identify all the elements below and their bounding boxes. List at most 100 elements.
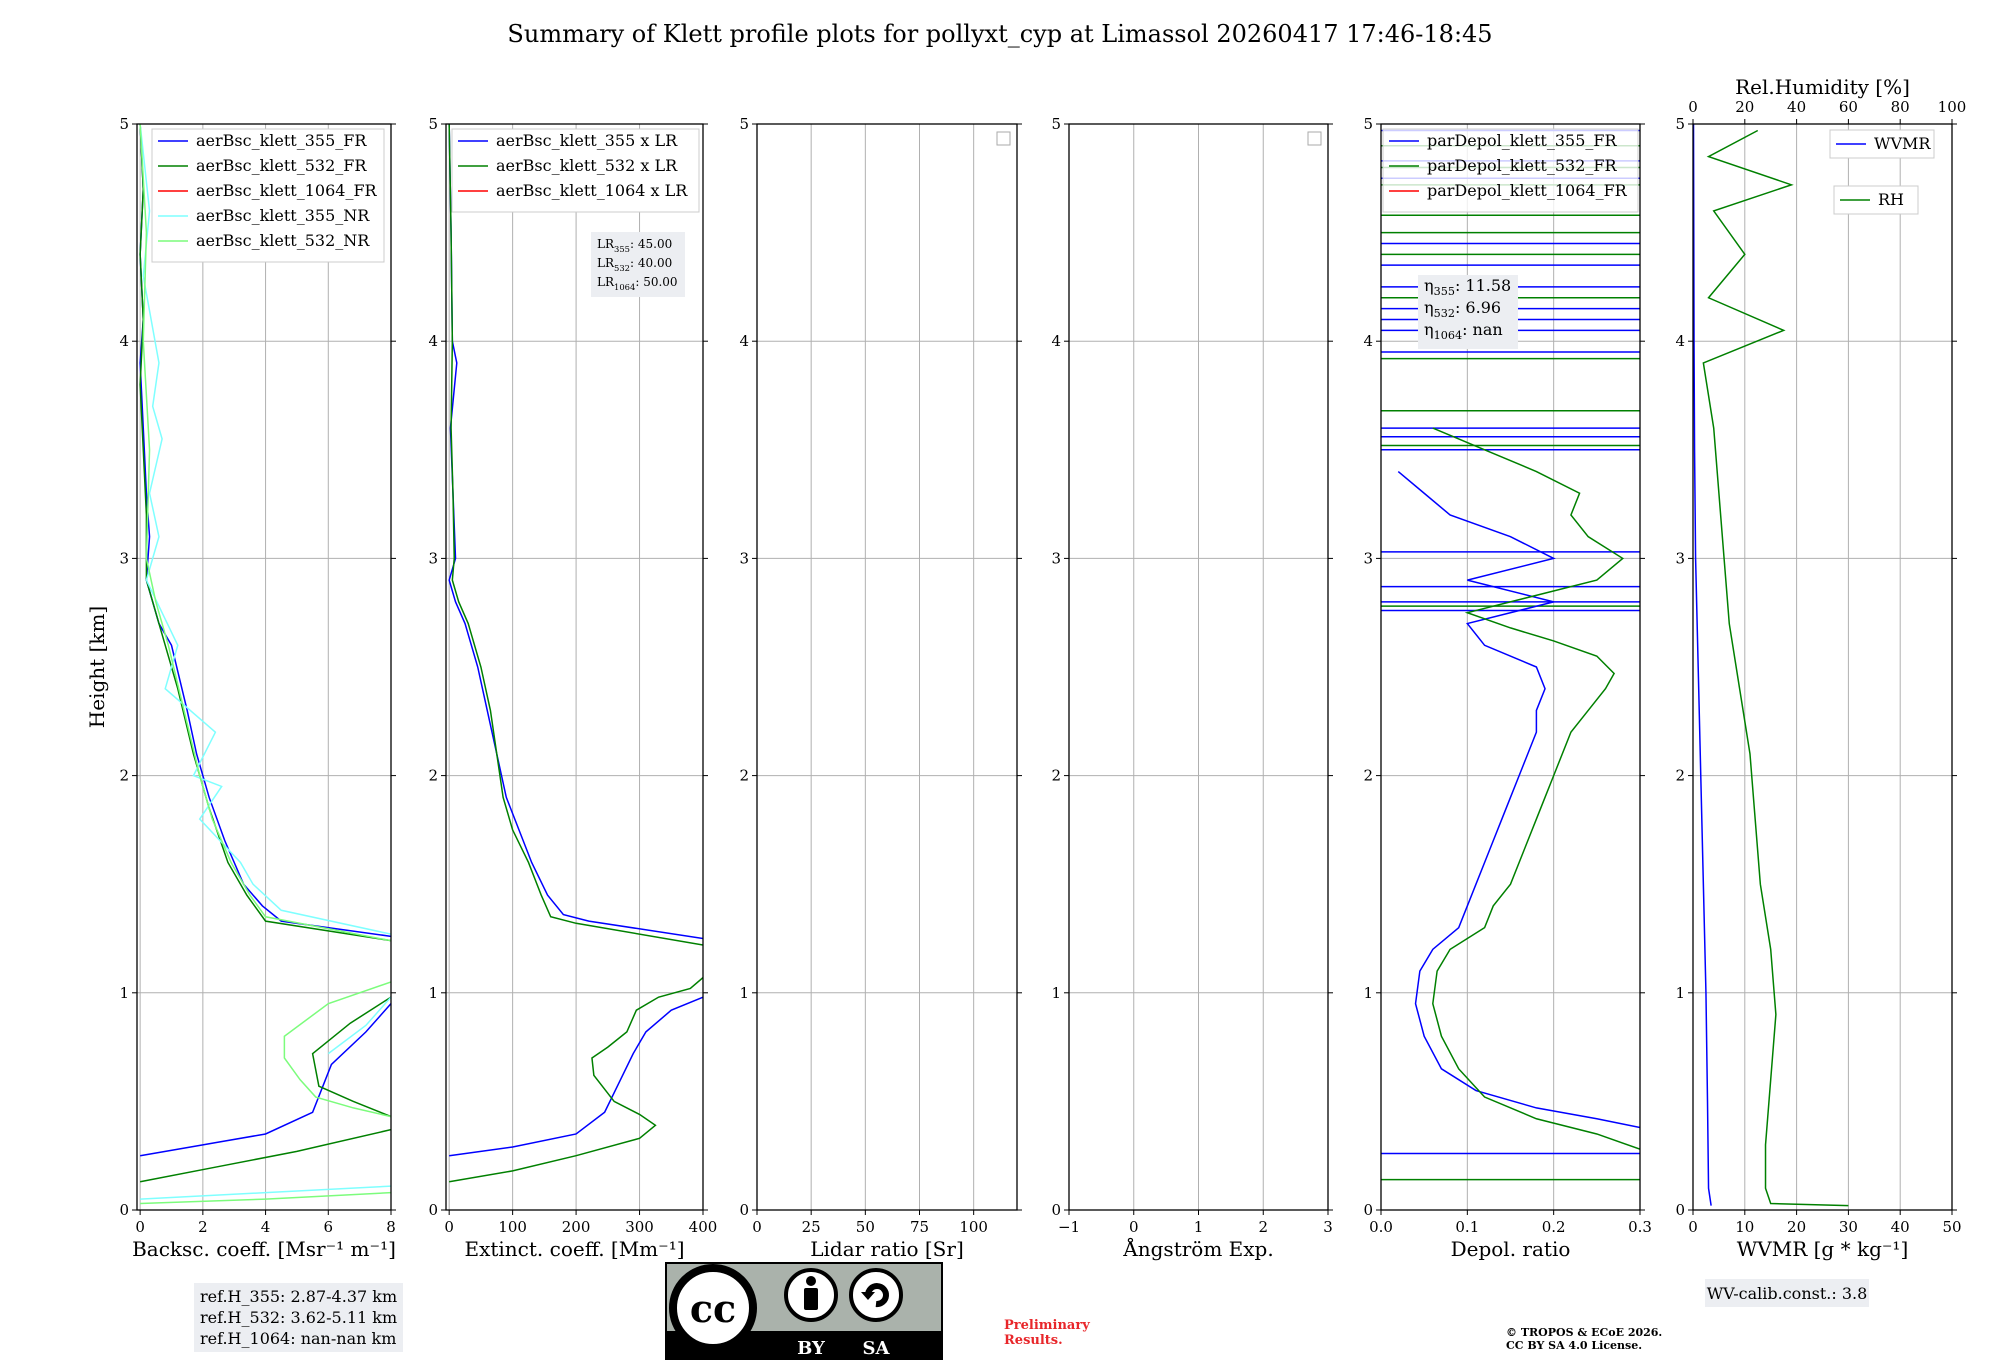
empty-legend-box [996,131,1011,146]
y-tick-label: 1 [739,984,749,1002]
annotation-line-part: 1064 [1434,329,1462,342]
share-alike-icon [849,1268,903,1322]
y-tick-label: 5 [428,115,438,133]
legend-label: aerBsc_klett_1064 x LR [496,181,688,200]
annotation-line: η1064: nan [1424,320,1503,342]
y-axis-label: Height [km] [85,606,109,728]
x-tick-label: 100 [498,1218,527,1236]
series-parDepol_klett_532_FR [1432,427,1640,1150]
panel-extinction: 0 100 200 300 400 0 1 2 3 4 5 Extinct. coeff. [Mm⁻¹… [428,115,717,1261]
legend-label: aerBsc_klett_532_NR [196,231,370,250]
x-tick-label: 25 [802,1218,821,1236]
panel-backscatter: 0 2 4 6 8 0 1 2 3 4 5 Backsc. coeff. [Msr⁻¹ m⁻¹] Hei… [85,115,396,1261]
x-tick-label: 0.3 [1628,1218,1652,1236]
y-tick-label: 5 [1051,115,1061,133]
y-tick-label: 3 [1051,549,1061,567]
x-tick-label: 50 [1942,1218,1961,1236]
x-tick-label: 0 [1129,1218,1139,1236]
y-tick-label: 1 [1051,984,1061,1002]
y-tick-label: 4 [428,332,438,350]
x-tick-label: 0 [752,1218,762,1236]
reference-heights-box: ref.H_355: 2.87-4.37 km ref.H_532: 3.62-… [194,1283,404,1352]
cc-license-badge: cc BY SA [665,1262,943,1360]
legend-box [1382,128,1639,213]
series-group [448,124,703,1183]
annotation-line: η355: 11.58 [1424,276,1511,298]
annotation-line-part: : 40.00 [630,256,672,270]
ref-height-1064: ref.H_1064: nan-nan km [200,1329,397,1348]
profile-segment [140,1003,391,1157]
preliminary-note: Preliminary Results. [1004,1318,1090,1348]
profile-segment [140,1185,391,1200]
annotation-line-part: 1064 [614,282,635,292]
copyright-line-2: CC BY SA 4.0 License. [1506,1339,1643,1352]
legend-label: parDepol_klett_1064_FR [1427,181,1628,200]
wv-calib-constant: WV-calib.const.: 3.8 [1707,1284,1868,1303]
series-group [139,124,391,1205]
legend-label: aerBsc_klett_532 x LR [496,156,678,175]
x-axis-label: Ångström Exp. [1122,1236,1273,1261]
y-tick-label: 0 [1363,1201,1373,1219]
annotation-line-part: η [1424,320,1434,339]
y-tick-label: 0 [739,1201,749,1219]
y-tick-label: 1 [1675,984,1685,1002]
annotation-line-part: : 45.00 [630,237,672,251]
axes-frame [136,123,392,1211]
panel-wvmr: 0 10 20 30 40 50 0 1 2 3 4 5 WVMR [g * kg⁻¹] 0 20 40 60 8… [1675,75,1966,1307]
preliminary-line-1: Preliminary [1004,1318,1090,1333]
y-tick-label: 2 [1675,767,1685,785]
empty-legend-box [1307,131,1322,146]
x-tick-label: 1 [1194,1218,1204,1236]
annotation-line-part: η [1424,276,1434,295]
copyright-note: © TROPOS & ECoE 2026. CC BY SA 4.0 Licen… [1506,1326,1662,1352]
legend-label: aerBsc_klett_355_NR [196,206,370,225]
profile-segment [139,1128,391,1183]
y-tick-label: 5 [1675,115,1685,133]
x2-tick-label: 20 [1735,98,1754,116]
legend-label: aerBsc_klett_355_FR [196,131,367,150]
y-tick-label: 4 [739,332,749,350]
series-WVMR [1693,124,1712,1206]
legend-label: parDepol_klett_532_FR [1427,156,1618,175]
x-axis-label: WVMR [g * kg⁻¹] [1737,1237,1909,1261]
y-tick-label: 2 [428,767,438,785]
series-aerBsc_klett_532_FR [139,124,391,942]
profile-segment [449,977,703,1183]
profile-segment [449,996,703,1157]
x-tick-label: 0 [135,1218,145,1236]
y-tick-label: 2 [1363,767,1373,785]
y-tick-label: 1 [119,984,129,1002]
x-tick-label: 3 [1323,1218,1333,1236]
annotation-line: η532: 6.96 [1424,298,1501,320]
x-tick-label: 0.0 [1369,1218,1393,1236]
x2-axis-label: Rel.Humidity [%] [1735,75,1910,99]
y-tick-label: 5 [1363,115,1373,133]
x-tick-label: 0.1 [1455,1218,1479,1236]
y-tick-label: 0 [1051,1201,1061,1219]
y-tick-label: 4 [119,332,129,350]
series-aerBsc_klett_532 x LR [448,124,703,946]
y-tick-label: 0 [1675,1201,1685,1219]
profile-segment [283,981,391,1118]
annotation-line-part: LR [597,237,615,251]
x-tick-label: 2 [198,1218,208,1236]
x-tick-label: 300 [625,1218,654,1236]
annotation-box [1705,1279,1869,1307]
y-tick-label: 3 [739,549,749,567]
x-tick-label: 50 [856,1218,875,1236]
legend-box [151,128,385,263]
y-tick-label: 3 [1675,549,1685,567]
legend-label: parDepol_klett_355_FR [1427,131,1618,150]
x-tick-label: 75 [910,1218,929,1236]
x-axis-label: Extinct. coeff. [Mm⁻¹] [464,1237,684,1261]
x-axis-label: Backsc. coeff. [Msr⁻¹ m⁻¹] [132,1237,396,1261]
x-axis-label: Lidar ratio [Sr] [810,1237,964,1261]
x2-tick-label: 40 [1787,98,1806,116]
axes-frame [1380,123,1641,1211]
x2-tick-label: 60 [1839,98,1858,116]
y-tick-label: 5 [739,115,749,133]
y-tick-label: 2 [739,767,749,785]
annotation-line-part: : nan [1462,320,1503,339]
svg-text:cc: cc [690,1286,736,1331]
